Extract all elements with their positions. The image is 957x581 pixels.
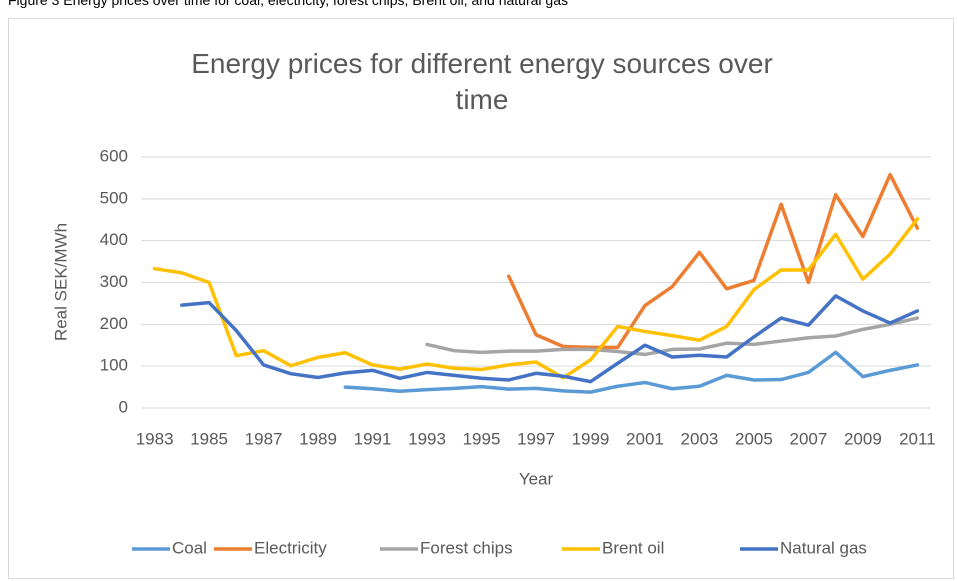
x-tick-label: 1983	[136, 429, 174, 448]
series-line	[425, 316, 920, 357]
y-tick-label: 300	[100, 272, 128, 291]
y-tick-label: 0	[119, 397, 128, 416]
legend-label: Brent oil	[602, 538, 664, 557]
x-tick-label: 1989	[299, 429, 337, 448]
legend-label: Coal	[172, 538, 207, 557]
y-axis-label: Real SEK/MWh	[51, 223, 70, 341]
legend-label: Natural gas	[780, 538, 867, 557]
y-tick-label: 200	[100, 314, 128, 333]
x-tick-label: 2005	[735, 429, 773, 448]
x-tick-label: 1987	[245, 429, 283, 448]
y-tick-label: 400	[100, 230, 128, 249]
x-tick-label: 1991	[354, 429, 392, 448]
series-line	[180, 294, 920, 384]
x-tick-label: 1999	[572, 429, 610, 448]
x-axis-label: Year	[519, 469, 554, 488]
x-tick-label: 2007	[789, 429, 827, 448]
legend-label: Forest chips	[420, 538, 513, 557]
x-tick-label: 2001	[626, 429, 664, 448]
x-tick-label: 1985	[190, 429, 228, 448]
series-line	[507, 172, 920, 350]
series-line	[343, 350, 920, 394]
y-tick-label: 600	[100, 146, 128, 165]
x-tick-label: 1995	[463, 429, 501, 448]
x-tick-label: 2003	[681, 429, 719, 448]
y-tick-label: 500	[100, 188, 128, 207]
series-line	[152, 217, 920, 380]
x-tick-label: 2009	[844, 429, 882, 448]
caption: Figure 3 Energy prices over time for coa…	[8, 0, 568, 8]
x-tick-label: 2011	[899, 429, 936, 448]
x-tick-label: 1993	[408, 429, 446, 448]
legend-label: Electricity	[254, 538, 327, 557]
x-tick-label: 1997	[517, 429, 555, 448]
chart-title: Energy prices for different energy sourc…	[191, 48, 773, 115]
chart-frame	[8, 18, 954, 579]
y-tick-label: 100	[100, 356, 128, 375]
